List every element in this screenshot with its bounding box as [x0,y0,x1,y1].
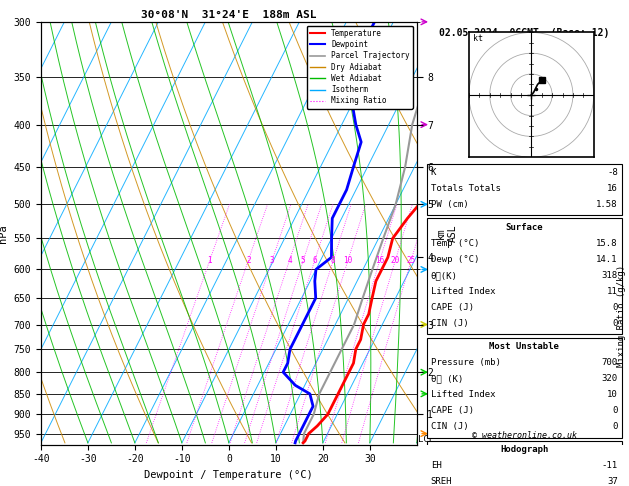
Text: K: K [431,168,436,177]
FancyBboxPatch shape [426,163,622,215]
Text: 8: 8 [331,256,336,265]
Text: Most Unstable: Most Unstable [489,342,559,351]
FancyBboxPatch shape [426,441,622,486]
Text: 1.58: 1.58 [596,200,618,209]
Text: 0: 0 [613,406,618,415]
Text: Dewp (°C): Dewp (°C) [431,255,479,264]
Title: 30°08'N  31°24'E  188m ASL: 30°08'N 31°24'E 188m ASL [141,10,316,20]
Text: 15.8: 15.8 [596,239,618,248]
Text: 02.05.2024  06GMT  (Base: 12): 02.05.2024 06GMT (Base: 12) [439,28,610,38]
Text: EH: EH [431,461,442,470]
Text: LCL: LCL [418,434,435,444]
Y-axis label: km
ASL: km ASL [436,225,457,242]
Text: Totals Totals: Totals Totals [431,184,501,193]
Text: 14.1: 14.1 [596,255,618,264]
Text: 1: 1 [208,256,212,265]
Text: 0: 0 [613,422,618,431]
Text: 318: 318 [601,271,618,280]
Text: Temp (°C): Temp (°C) [431,239,479,248]
Text: 700: 700 [601,358,618,367]
Text: Lifted Index: Lifted Index [431,287,495,296]
X-axis label: Dewpoint / Temperature (°C): Dewpoint / Temperature (°C) [145,470,313,480]
Text: 320: 320 [601,374,618,383]
Text: 0: 0 [613,303,618,312]
Text: CAPE (J): CAPE (J) [431,303,474,312]
Text: 11: 11 [607,287,618,296]
Text: © weatheronline.co.uk: © weatheronline.co.uk [472,432,577,440]
Text: Lifted Index: Lifted Index [431,390,495,399]
Text: CIN (J): CIN (J) [431,319,469,328]
Text: 2: 2 [246,256,250,265]
Text: -8: -8 [607,168,618,177]
Text: 3: 3 [270,256,274,265]
Text: 10: 10 [343,256,353,265]
Text: SREH: SREH [431,477,452,486]
Text: 16: 16 [607,184,618,193]
Y-axis label: hPa: hPa [0,224,8,243]
Text: 4: 4 [287,256,292,265]
Text: 10: 10 [607,390,618,399]
FancyBboxPatch shape [426,338,622,437]
Text: θᴇ (K): θᴇ (K) [431,374,463,383]
Text: Mixing Ratio (g/kg): Mixing Ratio (g/kg) [617,265,626,367]
Text: PW (cm): PW (cm) [431,200,469,209]
Text: Pressure (mb): Pressure (mb) [431,358,501,367]
Text: θᴇ(K): θᴇ(K) [431,271,458,280]
Text: 0: 0 [613,319,618,328]
Legend: Temperature, Dewpoint, Parcel Trajectory, Dry Adiabat, Wet Adiabat, Isotherm, Mi: Temperature, Dewpoint, Parcel Trajectory… [307,26,413,108]
Text: CAPE (J): CAPE (J) [431,406,474,415]
Text: 25: 25 [406,256,416,265]
Text: CIN (J): CIN (J) [431,422,469,431]
Text: 20: 20 [391,256,400,265]
Text: Surface: Surface [506,223,543,232]
Text: 6: 6 [313,256,317,265]
Text: 5: 5 [301,256,306,265]
Text: 37: 37 [607,477,618,486]
Text: 16: 16 [375,256,384,265]
Text: Hodograph: Hodograph [500,445,548,454]
Text: -11: -11 [601,461,618,470]
FancyBboxPatch shape [426,219,622,334]
